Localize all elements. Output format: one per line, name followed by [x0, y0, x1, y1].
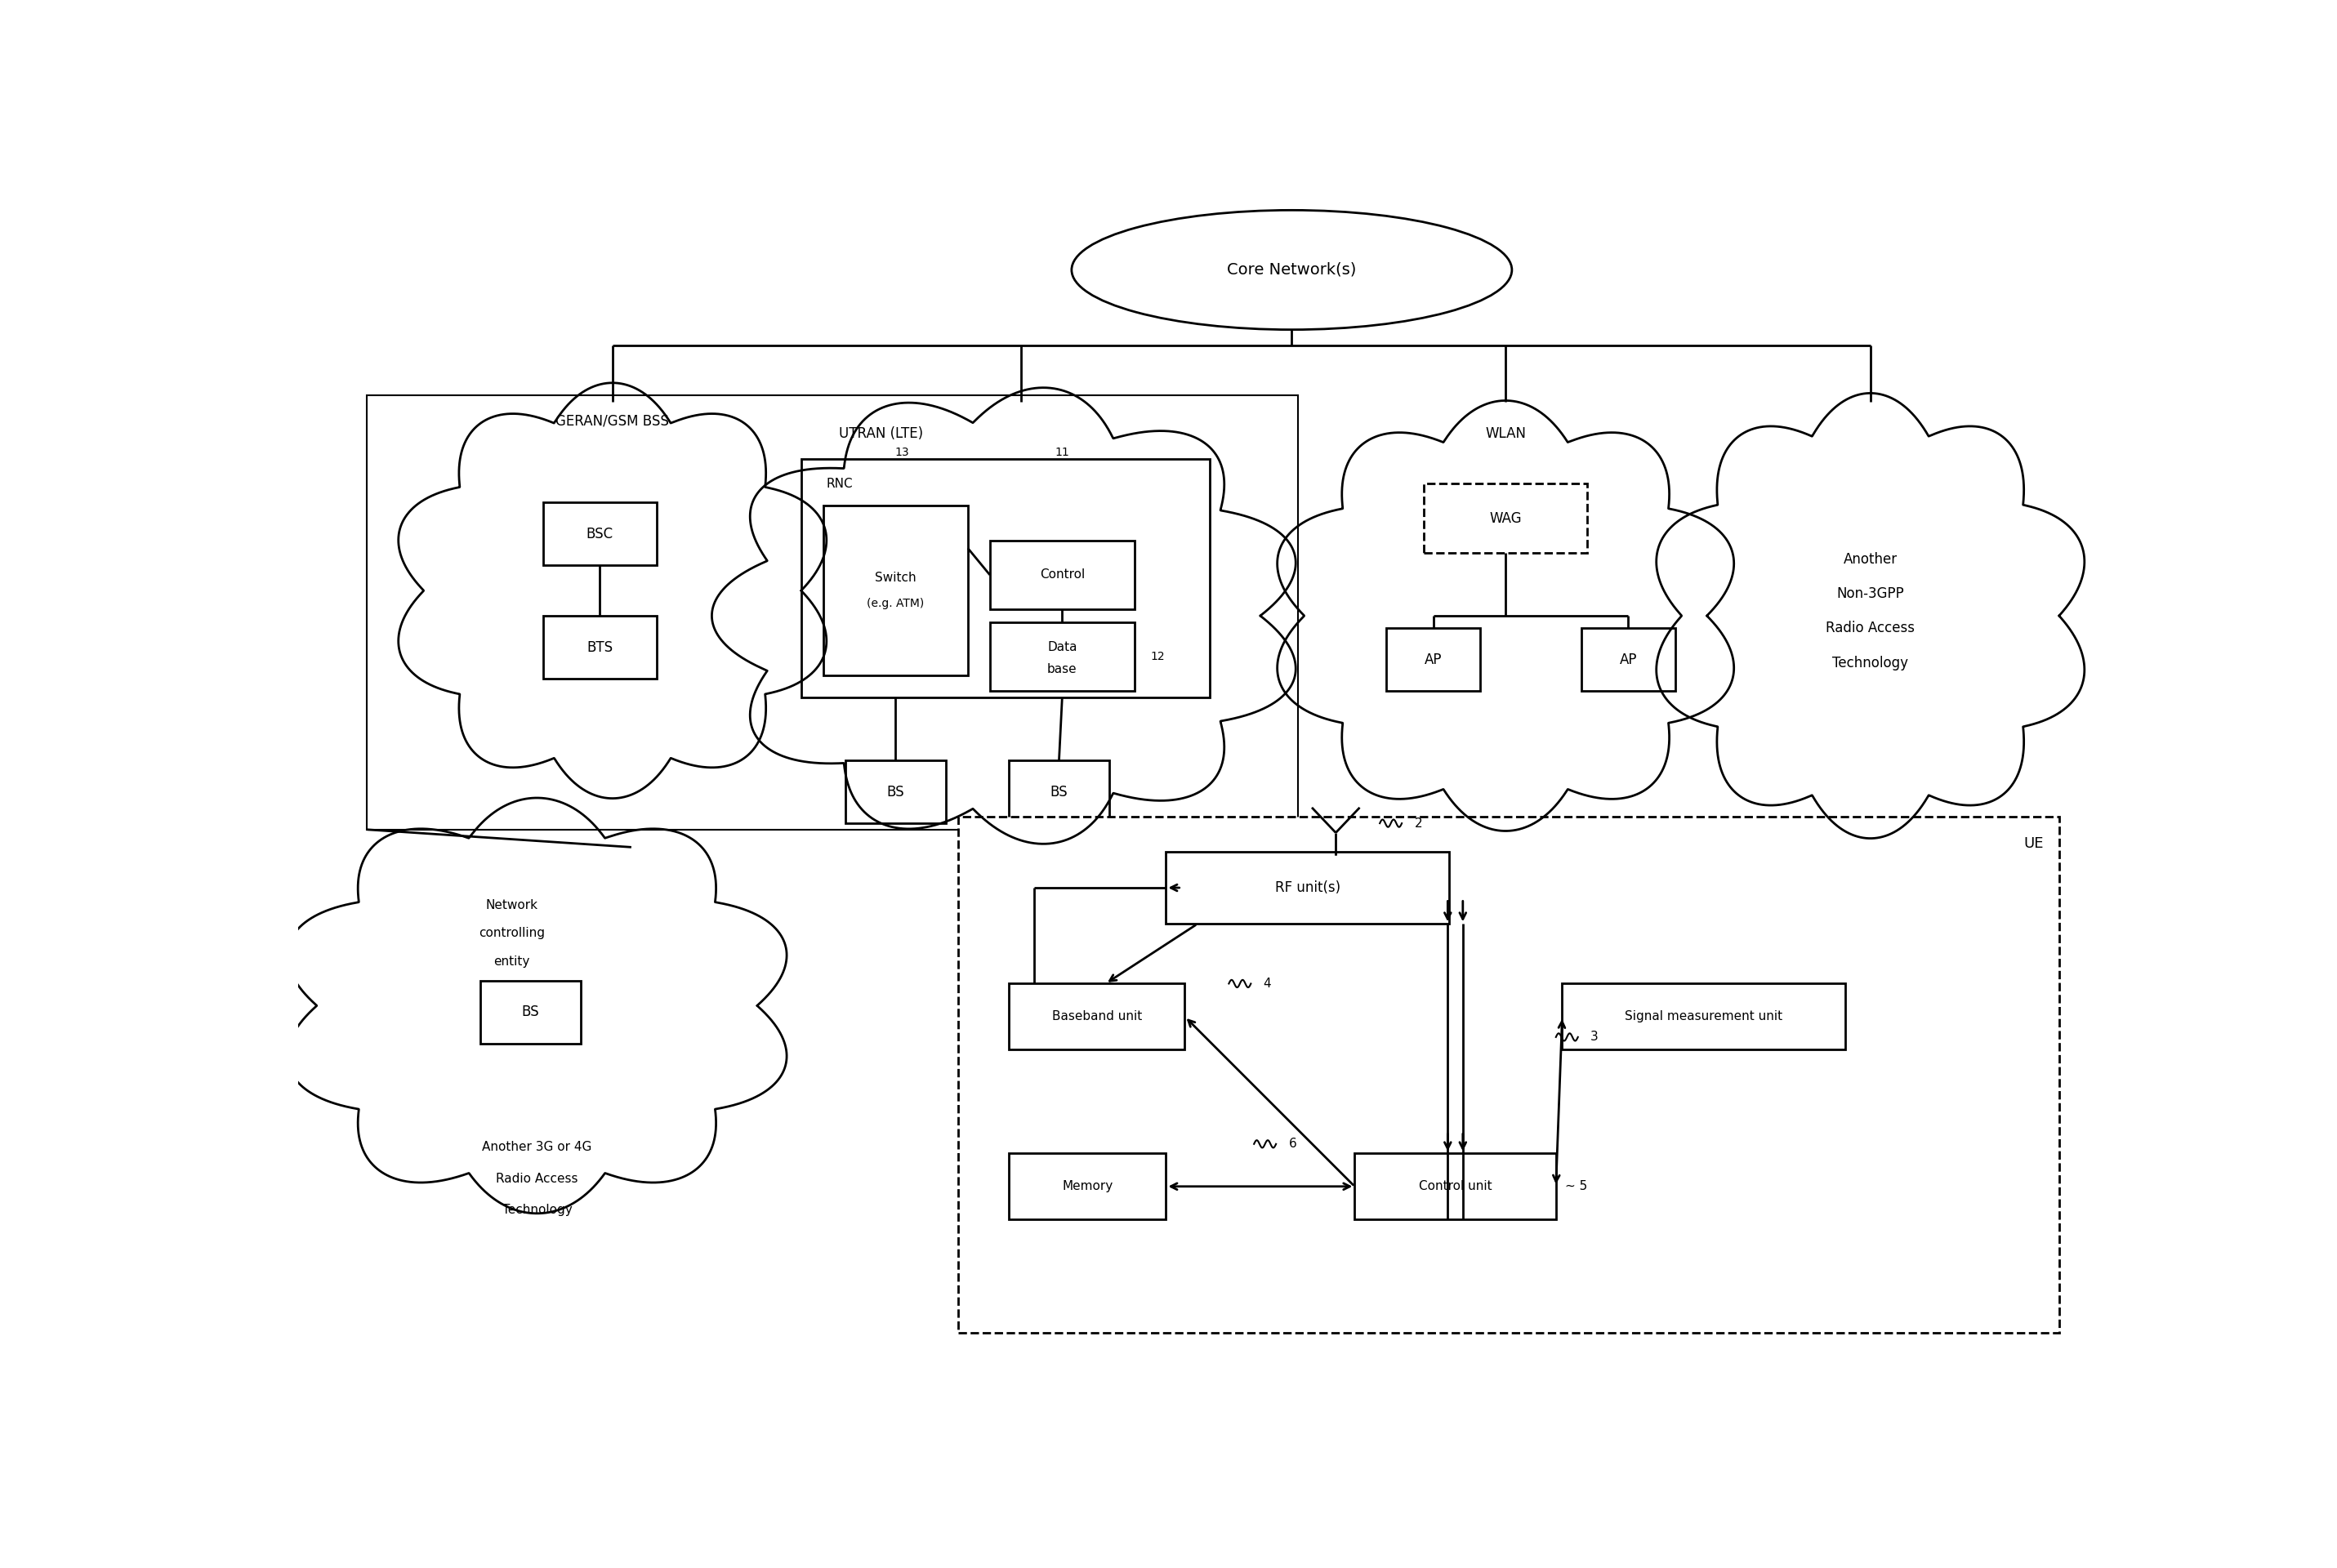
Text: WAG: WAG — [1489, 511, 1521, 525]
Bar — [958, 817, 2059, 1333]
Text: Radio Access: Radio Access — [495, 1173, 577, 1185]
Bar — [1166, 851, 1449, 924]
Bar — [846, 760, 946, 823]
Text: 4: 4 — [1264, 977, 1271, 989]
Text: Control unit: Control unit — [1419, 1181, 1491, 1193]
Ellipse shape — [1073, 210, 1512, 329]
Text: Memory: Memory — [1061, 1181, 1112, 1193]
Text: Technology: Technology — [1832, 655, 1909, 670]
Text: Control: Control — [1040, 569, 1084, 582]
Text: AP: AP — [1620, 652, 1636, 666]
Text: RF unit(s): RF unit(s) — [1274, 880, 1339, 895]
Bar — [1423, 483, 1587, 554]
Text: BSC: BSC — [587, 527, 612, 541]
Bar — [542, 616, 657, 679]
Text: Baseband unit: Baseband unit — [1052, 1010, 1143, 1022]
Bar — [1010, 760, 1110, 823]
Text: ~ 5: ~ 5 — [1566, 1181, 1587, 1193]
Text: AP: AP — [1426, 652, 1442, 666]
Bar — [991, 541, 1133, 610]
Text: Non-3GPP: Non-3GPP — [1837, 586, 1905, 601]
Bar — [1010, 983, 1185, 1049]
Text: UTRAN (LTE): UTRAN (LTE) — [839, 426, 923, 441]
Bar — [802, 458, 1211, 698]
Text: GERAN/GSM BSS: GERAN/GSM BSS — [556, 414, 668, 428]
Text: Another 3G or 4G: Another 3G or 4G — [481, 1142, 591, 1152]
Bar — [1561, 983, 1846, 1049]
Text: 11: 11 — [1054, 447, 1070, 458]
Text: 13: 13 — [895, 447, 909, 458]
Text: BS: BS — [1049, 784, 1068, 800]
Text: BS: BS — [521, 1005, 540, 1019]
Text: Data: Data — [1047, 641, 1077, 654]
Bar — [1582, 629, 1676, 691]
Bar — [1386, 629, 1479, 691]
Text: WLAN: WLAN — [1486, 426, 1526, 441]
Text: Signal measurement unit: Signal measurement unit — [1624, 1010, 1783, 1022]
Text: 3: 3 — [1591, 1032, 1599, 1043]
Bar — [481, 980, 582, 1043]
Text: UE: UE — [2024, 836, 2043, 850]
Text: base: base — [1047, 663, 1077, 676]
Bar — [542, 503, 657, 566]
Text: RNC: RNC — [827, 477, 853, 489]
Text: (e.g. ATM): (e.g. ATM) — [867, 597, 923, 608]
Bar — [1355, 1154, 1556, 1220]
Text: entity: entity — [493, 955, 530, 967]
Text: 6: 6 — [1288, 1138, 1297, 1149]
Text: Switch: Switch — [874, 572, 916, 585]
Text: 2: 2 — [1414, 817, 1423, 829]
Text: Radio Access: Radio Access — [1825, 621, 1914, 635]
Text: BTS: BTS — [587, 640, 612, 654]
Text: BS: BS — [886, 784, 904, 800]
Text: 12: 12 — [1150, 651, 1164, 662]
Text: controlling: controlling — [479, 927, 545, 939]
Bar — [991, 622, 1133, 691]
Bar — [1010, 1154, 1166, 1220]
Text: Technology: Technology — [502, 1204, 573, 1217]
Text: Network: Network — [486, 898, 538, 911]
Text: Another: Another — [1844, 552, 1898, 566]
Bar — [823, 506, 968, 676]
Text: Core Network(s): Core Network(s) — [1227, 262, 1355, 278]
Bar — [367, 395, 1297, 829]
